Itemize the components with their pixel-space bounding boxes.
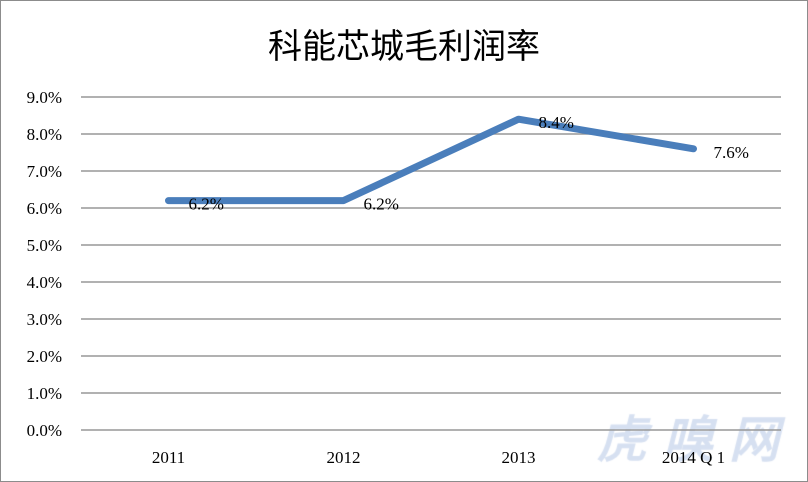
y-tick-label: 7.0%: [27, 162, 62, 181]
y-tick-label: 4.0%: [27, 273, 62, 292]
x-tick-label: 2013: [502, 448, 536, 467]
data-label: 7.6%: [714, 143, 749, 162]
x-tick-label: 2014 Q 1: [662, 448, 725, 467]
y-tick-label: 8.0%: [27, 125, 62, 144]
chart-title: 科能芯城毛利润率: [268, 27, 540, 67]
y-tick-label: 9.0%: [27, 88, 62, 107]
y-tick-label: 6.0%: [27, 199, 62, 218]
x-tick-label: 2011: [152, 448, 185, 467]
data-label: 6.2%: [364, 195, 399, 214]
series-line: [165, 115, 697, 205]
y-tick-label: 2.0%: [27, 347, 62, 366]
y-tick-label: 5.0%: [27, 236, 62, 255]
y-tick-label: 1.0%: [27, 384, 62, 403]
x-tick-label: 2012: [327, 448, 361, 467]
y-tick-label: 3.0%: [27, 310, 62, 329]
data-label: 8.4%: [539, 113, 574, 132]
data-label: 6.2%: [189, 195, 224, 214]
y-tick-label: 0.0%: [27, 421, 62, 440]
